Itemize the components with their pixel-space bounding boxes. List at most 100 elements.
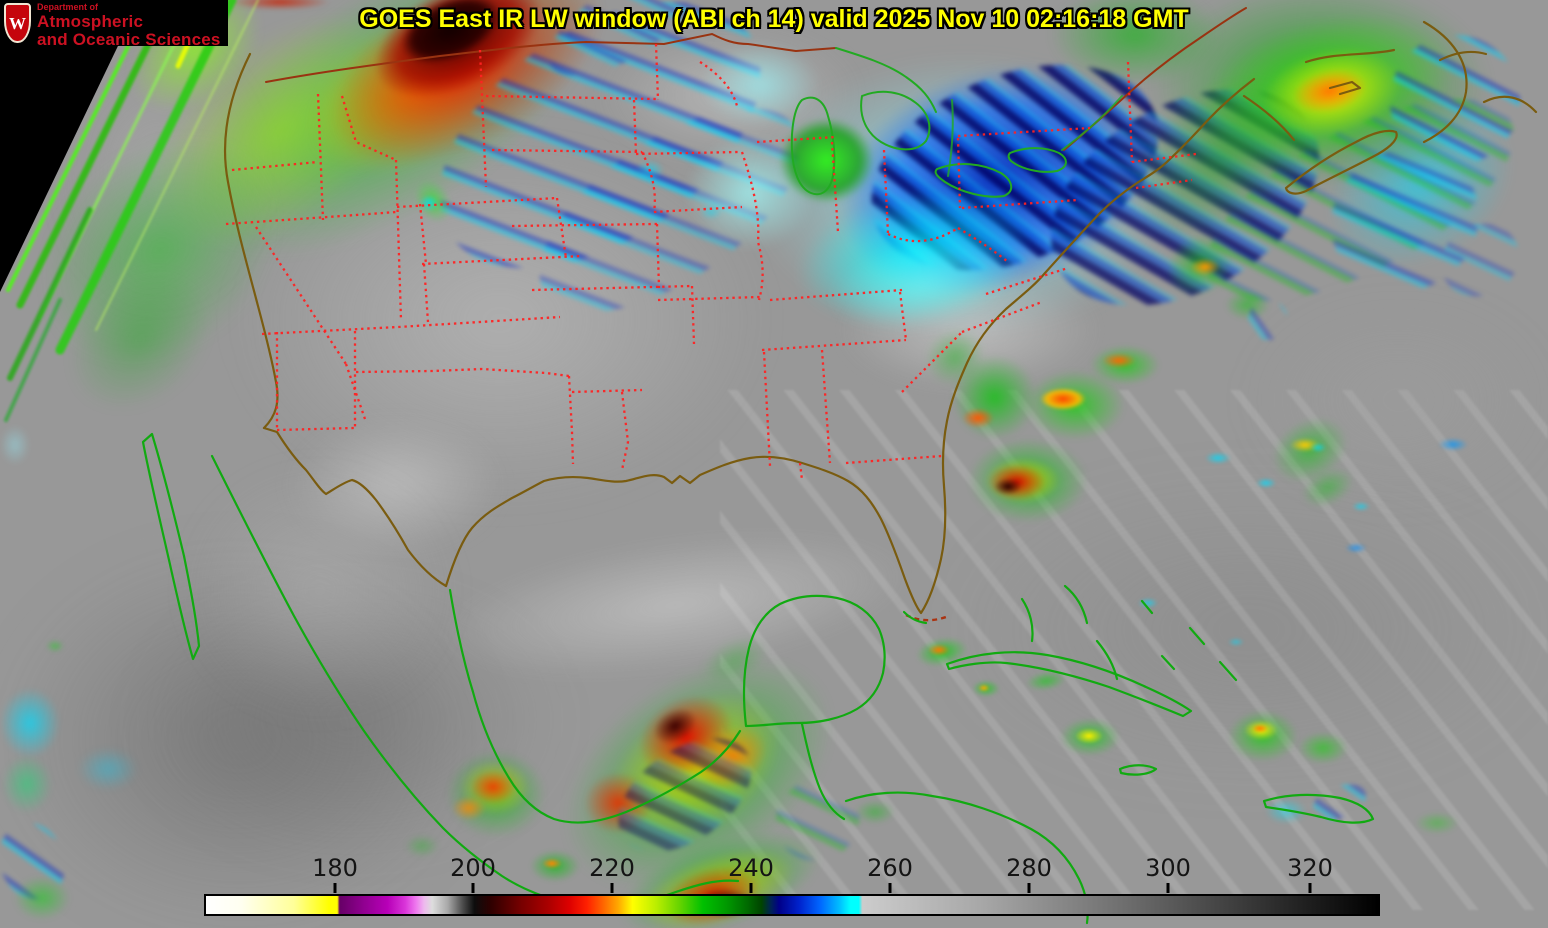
state-borders-part xyxy=(620,391,630,471)
great-lakes xyxy=(790,47,1123,198)
cloud-enhancement-layer-part xyxy=(1205,452,1231,464)
canada-borders-coasts-part xyxy=(1328,80,1362,96)
state-borders-part xyxy=(640,151,656,213)
great-lakes-part xyxy=(1061,95,1123,151)
canada-borders-coasts-part xyxy=(265,32,837,83)
state-borders-part xyxy=(276,426,355,432)
cloud-enhancement-layer-part xyxy=(952,355,1037,440)
cloud-enhancement-layer-part xyxy=(1415,812,1459,834)
cloud-enhancement-layer-part xyxy=(928,644,950,656)
state-borders-part xyxy=(761,338,907,352)
state-borders-part xyxy=(654,43,660,101)
latin-america-coastlines-part xyxy=(844,791,1089,925)
logo-text: Department of Atmospheric and Oceanic Sc… xyxy=(37,2,221,50)
ir-grayscale-texture-layer-part xyxy=(190,470,450,710)
temperature-colorbar: 180 200 220 240 260 280 300 320 xyxy=(204,854,1380,916)
latin-america-coastlines-part xyxy=(902,610,928,625)
cloud-enhancement-layer-part xyxy=(1248,300,1288,340)
image-title: GOES East IR LW window (ABI ch 14) valid… xyxy=(359,5,1189,33)
state-borders-part xyxy=(571,388,643,394)
state-borders-part xyxy=(422,263,430,323)
latin-america-coastlines-part xyxy=(1262,793,1375,824)
latin-america-coastlines-part xyxy=(1020,584,1238,682)
state-borders-part xyxy=(418,203,428,265)
state-borders-part xyxy=(882,149,890,235)
latin-america-coastlines xyxy=(141,432,1375,925)
cloud-enhancement-layer-part xyxy=(452,796,486,820)
state-borders-part xyxy=(901,331,963,393)
state-borders-part xyxy=(956,137,962,209)
state-borders-part xyxy=(957,227,1009,263)
state-borders-part xyxy=(567,375,575,465)
state-borders-part xyxy=(830,141,840,233)
latin-america-coastlines-part xyxy=(141,432,201,661)
state-borders-part xyxy=(394,159,403,321)
cloud-enhancement-layer-part xyxy=(1138,598,1158,608)
great-lakes-part xyxy=(835,47,937,113)
canada-borders-coasts-part xyxy=(1422,20,1468,144)
state-borders-part xyxy=(769,288,903,302)
state-borders-part xyxy=(756,135,837,144)
state-borders-part xyxy=(478,49,488,188)
uw-crest-logo: W xyxy=(4,3,31,43)
cloud-enhancement-layer-part xyxy=(1228,638,1244,646)
state-borders-part xyxy=(798,462,804,481)
state-borders-part xyxy=(653,205,743,214)
colorbar-tick xyxy=(888,883,892,893)
uw-aos-logo-banner: W Department of Atmospheric and Oceanic … xyxy=(0,0,228,50)
cloud-enhancement-layer-part xyxy=(78,748,138,790)
colorbar-tick xyxy=(333,883,337,893)
great-lakes-part xyxy=(860,90,931,151)
latin-america-coastlines-part xyxy=(1118,764,1158,776)
state-borders-part xyxy=(820,349,832,464)
canada-borders-coasts-part xyxy=(1284,129,1398,195)
state-borders-part xyxy=(699,61,739,107)
latin-america-coastlines-part xyxy=(945,651,1193,718)
state-borders-part xyxy=(231,160,319,172)
logo-name-line2: and Oceanic Sciences xyxy=(37,30,221,50)
state-borders-part xyxy=(340,95,397,162)
state-borders-part xyxy=(632,99,638,155)
cloud-enhancement-layer-part xyxy=(1225,290,1270,320)
state-borders-part xyxy=(898,291,908,341)
state-borders-part xyxy=(985,266,1069,296)
cloud-enhancement-layer-part xyxy=(1256,478,1276,488)
state-borders-part xyxy=(421,254,583,266)
state-borders-part xyxy=(1131,152,1197,164)
space-limb-part xyxy=(0,0,140,292)
colorbar-tick-label: 240 xyxy=(728,854,774,882)
cloud-enhancement-layer-part xyxy=(2,755,52,813)
cloud-enhancement-layer-part xyxy=(1438,438,1468,451)
logo-name-line1: Atmospheric xyxy=(37,12,144,32)
space-limb-part xyxy=(4,0,259,422)
state-borders-part xyxy=(740,151,764,301)
cloud-enhancement-layer-part xyxy=(1352,502,1370,511)
cloud-enhancement-layer-part xyxy=(700,42,820,127)
ir-grayscale-texture-layer-part xyxy=(0,550,480,928)
cloud-enhancement-layer-part xyxy=(0,688,60,758)
canada-borders-coasts-part xyxy=(1304,48,1396,64)
colorbar-tick xyxy=(1308,883,1312,893)
state-borders-part xyxy=(485,94,657,101)
state-borders-part xyxy=(635,150,739,156)
great-lakes-part xyxy=(1007,147,1067,173)
space-limb-part-part xyxy=(55,0,237,355)
state-borders-part xyxy=(1135,178,1193,190)
state-borders-part xyxy=(887,227,959,243)
cloud-enhancement-layer-part xyxy=(1075,728,1103,744)
cloud-enhancement-layer-part xyxy=(1298,732,1348,764)
state-borders-part xyxy=(511,222,658,228)
cloud-enhancement-layer-part xyxy=(1040,388,1086,410)
canada-borders-coasts xyxy=(265,7,1538,195)
state-borders-part xyxy=(957,126,1091,138)
state-borders-part xyxy=(491,148,643,154)
colorbar-tick-label: 220 xyxy=(589,854,635,882)
crest-letter: W xyxy=(9,13,26,33)
latin-america-coastlines-part xyxy=(448,588,742,824)
cloud-enhancement-layer-part xyxy=(542,858,562,869)
space-limb-part-part xyxy=(4,298,62,422)
cloud-enhancement-layer-part xyxy=(1310,443,1326,452)
us-coastlines xyxy=(223,52,1256,622)
great-lakes-part xyxy=(934,163,1013,198)
